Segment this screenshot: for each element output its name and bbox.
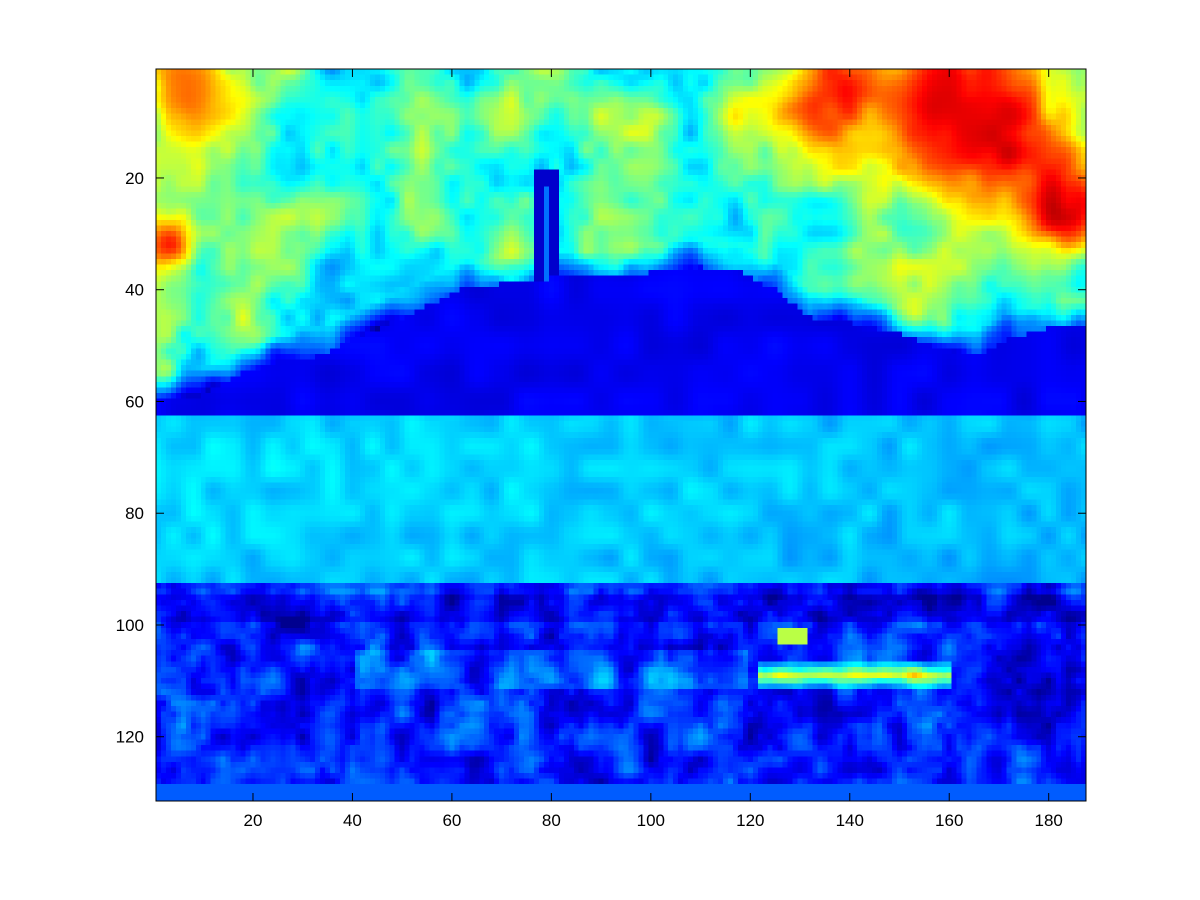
x-tick-label: 100	[637, 811, 665, 830]
y-tick-label: 60	[125, 392, 144, 411]
axes-frame	[155, 68, 1087, 802]
y-tick-label: 40	[125, 281, 144, 300]
x-tick-label: 80	[542, 811, 561, 830]
y-tick-label: 20	[125, 169, 144, 188]
y-tick-label: 120	[116, 728, 144, 747]
y-tick-label: 80	[125, 504, 144, 523]
x-tick-label: 160	[935, 811, 963, 830]
y-tick-label: 100	[116, 616, 144, 635]
y-axis: 20 40 60 80 100 120	[116, 169, 1086, 747]
x-tick-label: 140	[836, 811, 864, 830]
heatmap-image	[156, 69, 1086, 801]
x-tick-label: 20	[244, 811, 263, 830]
x-tick-label: 60	[442, 811, 461, 830]
x-tick-label: 40	[343, 811, 362, 830]
x-tick-label: 180	[1035, 811, 1063, 830]
plot-area	[156, 69, 1086, 801]
x-tick-label: 120	[736, 811, 764, 830]
x-axis: 20 40 60 80 100 120 140 160 180	[244, 69, 1063, 830]
